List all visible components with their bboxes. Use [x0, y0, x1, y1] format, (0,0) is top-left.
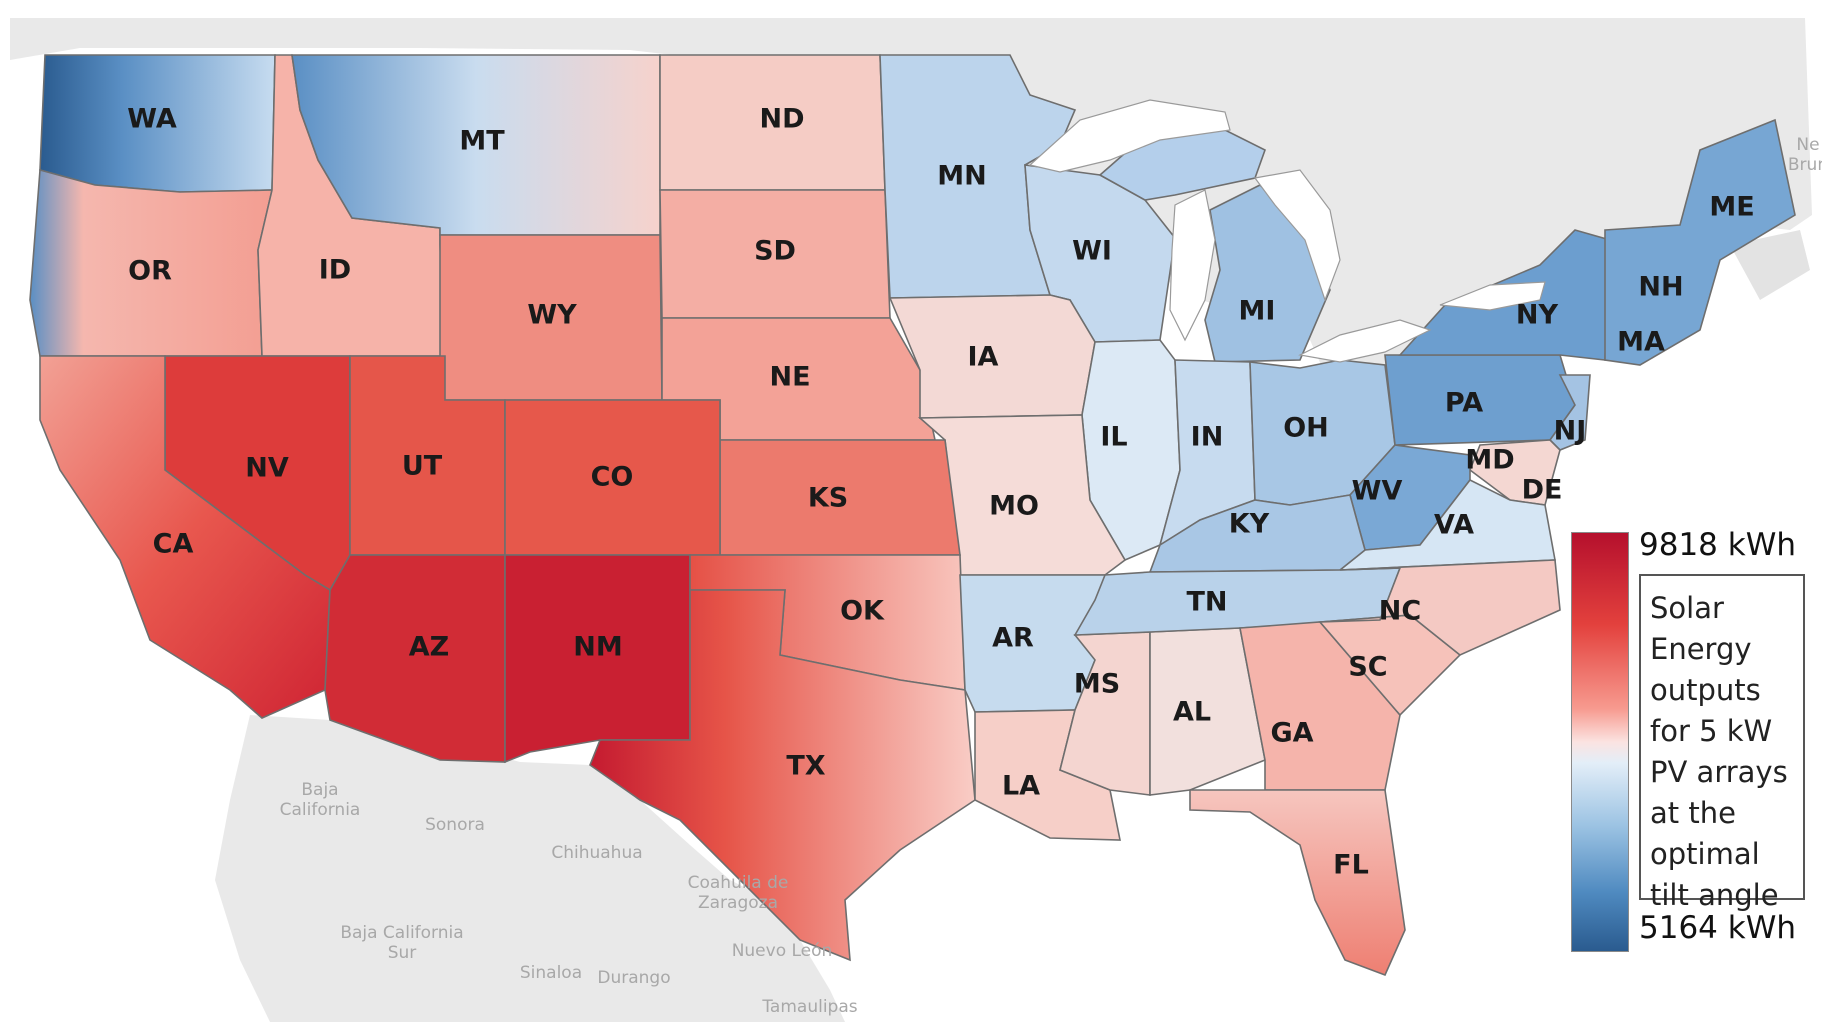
place-label-line: Baja: [301, 780, 338, 800]
legend-min-label: 5164 kWh: [1639, 910, 1796, 946]
place-label-line: Sur: [388, 943, 417, 963]
place-label-coahuila: Coahuila de Zaragoza: [688, 873, 789, 913]
state-label-wy: WY: [527, 300, 577, 331]
state-label-nv: NV: [245, 453, 289, 484]
state-label-me: ME: [1709, 192, 1754, 223]
place-label-durango: Durango: [597, 968, 670, 988]
state-nc[interactable]: [1319, 559, 1561, 656]
place-label-baja-california: Baja California: [280, 780, 361, 820]
state-label-co: CO: [591, 462, 634, 493]
state-label-va: VA: [1434, 510, 1474, 541]
state-label-ca: CA: [153, 529, 194, 560]
state-label-ok: OK: [840, 596, 885, 627]
lake-superior: [1028, 99, 1231, 173]
state-label-ky: KY: [1229, 509, 1270, 540]
state-label-in: IN: [1191, 422, 1224, 453]
place-labels: Baja California Sonora Chihuahua Coahuila de…: [280, 135, 1822, 1017]
place-label-line: Nuevo León: [732, 941, 833, 961]
place-label-line: Sinaloa: [520, 963, 582, 983]
state-label-il: IL: [1100, 422, 1127, 453]
state-label-ut: UT: [402, 451, 443, 482]
state-label-nd: ND: [759, 104, 804, 135]
state-label-al: AL: [1173, 697, 1211, 728]
state-regions: [29, 54, 1796, 977]
legend-title-box: Solar Energy outputs for 5 kW PV arrays …: [1639, 574, 1805, 912]
mexico-landmass: [215, 715, 845, 1022]
state-label-mi: MI: [1239, 296, 1276, 327]
legend-title: Solar Energy outputs for 5 kW PV arrays …: [1650, 591, 1788, 912]
state-fl[interactable]: [1189, 789, 1406, 977]
state-label-nc: NC: [1379, 596, 1421, 627]
place-label-line: California: [280, 800, 361, 820]
place-label-line: Chihuahua: [551, 843, 642, 863]
state-label-oh: OH: [1283, 413, 1329, 444]
place-label-line: Brun: [1788, 155, 1822, 175]
state-label-id: ID: [319, 255, 351, 286]
state-label-wi: WI: [1072, 236, 1112, 267]
lake-erie: [1298, 319, 1432, 363]
legend-max-label: 9818 kWh: [1639, 527, 1796, 563]
state-label-ma: MA: [1617, 327, 1665, 358]
state-tx[interactable]: [589, 589, 976, 962]
state-label-pa: PA: [1445, 388, 1483, 419]
lake-huron: [1253, 169, 1341, 302]
state-label-tx: TX: [786, 751, 825, 782]
place-label-line: Ne: [1796, 135, 1819, 155]
state-label-az: AZ: [409, 632, 449, 663]
state-label-ia: IA: [968, 342, 999, 373]
state-label-ne: NE: [769, 362, 810, 393]
state-label-ks: KS: [808, 483, 848, 514]
state-label-or: OR: [128, 256, 172, 287]
state-label-md: MD: [1465, 445, 1514, 476]
state-label-ms: MS: [1074, 669, 1120, 700]
state-label-nj: NJ: [1554, 416, 1587, 447]
state-label-la: LA: [1002, 771, 1040, 802]
legend-color-bar: [1571, 532, 1629, 952]
place-label-tamaulipas: Tamaulipas: [761, 997, 857, 1017]
place-label-sonora: Sonora: [425, 815, 485, 835]
place-label-line: Durango: [597, 968, 670, 988]
state-label-nh: NH: [1638, 272, 1683, 303]
place-label-brunswick: NeBrun: [1788, 135, 1822, 175]
atlantic-islands: [1730, 230, 1810, 300]
state-label-tn: TN: [1186, 587, 1227, 618]
canada-landmass: [10, 18, 1812, 385]
lake-ontario: [1439, 281, 1546, 311]
place-label-line: Coahuila de: [688, 873, 789, 893]
state-label-fl: FL: [1333, 850, 1369, 881]
state-label-sd: SD: [754, 236, 796, 267]
place-label-chihuahua: Chihuahua: [551, 843, 642, 863]
place-label-line: Zaragoza: [698, 893, 778, 913]
state-label-nm: NM: [573, 632, 622, 663]
state-ca[interactable]: [39, 355, 331, 719]
state-label-mo: MO: [989, 491, 1039, 522]
state-label-mn: MN: [937, 161, 986, 192]
place-label-line: Tamaulipas: [761, 997, 857, 1017]
state-ne-states[interactable]: [1604, 118, 1796, 366]
place-label-line: Baja California: [340, 923, 463, 943]
state-label-ny: NY: [1516, 300, 1559, 331]
place-label-sinaloa: Sinaloa: [520, 963, 582, 983]
state-label-sc: SC: [1348, 652, 1387, 683]
place-label-nuevo-leon: Nuevo León: [732, 941, 833, 961]
state-label-wv: WV: [1352, 476, 1403, 507]
place-label-baja-california-sur: Baja California Sur: [340, 923, 463, 963]
great-lakes: [1028, 99, 1546, 363]
place-label-line: Sonora: [425, 815, 485, 835]
state-label-ga: GA: [1270, 718, 1313, 749]
state-label-wa: WA: [127, 104, 177, 135]
state-label-ar: AR: [992, 623, 1034, 654]
state-label-de: DE: [1522, 475, 1563, 506]
state-label-mt: MT: [459, 126, 505, 157]
lake-michigan: [1169, 189, 1216, 342]
state-labels: WA MT ND MN ME OR ID SD WI WY MI NY NH MA IA NE NV UT CO PA…: [127, 104, 1754, 881]
